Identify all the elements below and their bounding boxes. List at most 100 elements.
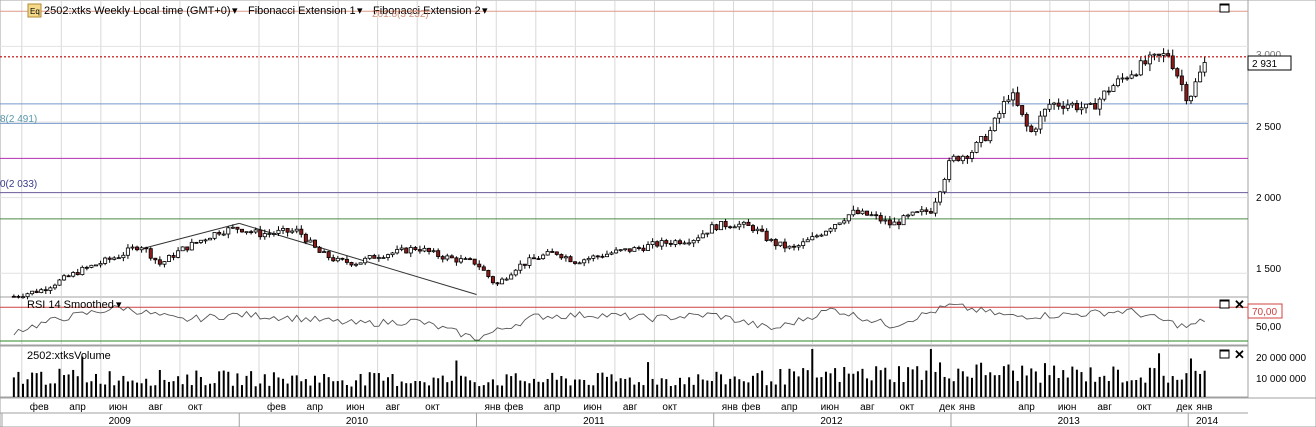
- volume-bar: [920, 379, 923, 397]
- candle-body: [230, 226, 235, 229]
- candle-body: [969, 151, 974, 159]
- x-month-label: апр: [781, 402, 798, 413]
- volume-bar: [332, 381, 335, 397]
- volume-bar: [583, 379, 586, 397]
- volume-bar: [304, 379, 307, 397]
- current-price-badge: [1247, 55, 1292, 71]
- price-panel-maximize-icon[interactable]: [1219, 3, 1230, 13]
- volume-bar: [765, 385, 768, 397]
- candles: [11, 48, 1207, 300]
- candle-body: [509, 274, 514, 280]
- candle-body: [1097, 98, 1102, 110]
- fib1-dropdown-icon[interactable]: ▾: [357, 5, 363, 17]
- candle-body: [276, 229, 281, 234]
- volume-bar: [181, 384, 184, 397]
- x-month-label: июн: [109, 402, 128, 413]
- volume-bar: [1153, 368, 1156, 397]
- candle-body: [956, 155, 961, 162]
- candle-body: [43, 289, 48, 292]
- volume-bar: [843, 367, 846, 397]
- candle-body: [983, 136, 988, 142]
- x-year-label: 2011: [583, 416, 605, 427]
- volume-bar: [377, 373, 380, 397]
- candle-body: [399, 247, 404, 250]
- volume-bar: [1034, 371, 1037, 397]
- volume-bar: [345, 384, 348, 397]
- volume-bar: [195, 370, 198, 397]
- volume-bar: [1176, 379, 1179, 397]
- candle-body: [1001, 101, 1006, 114]
- volume-bar: [405, 383, 408, 397]
- volume-bar: [710, 381, 713, 397]
- candle-body: [545, 251, 550, 256]
- candle-body: [810, 236, 815, 241]
- volume-bar: [779, 368, 782, 397]
- volume-bar: [177, 376, 180, 397]
- candle-body: [208, 237, 213, 241]
- candle-body: [1038, 115, 1043, 130]
- candle-body: [39, 289, 44, 294]
- candle-body: [1102, 90, 1107, 100]
- volume-close-icon[interactable]: ✕: [1234, 347, 1245, 362]
- volume-bar: [788, 368, 791, 397]
- candle-body: [659, 240, 664, 247]
- volume-bar: [318, 382, 321, 397]
- volume-bar: [291, 375, 294, 397]
- rsi-title[interactable]: RSI 14 Smoothed: [27, 299, 114, 311]
- candle-body: [322, 251, 327, 254]
- candle-body: [901, 215, 906, 226]
- candle-body: [436, 250, 441, 257]
- candle-body: [52, 284, 57, 289]
- candle-body: [1129, 74, 1134, 79]
- candle-body: [281, 228, 286, 231]
- candle-body: [837, 222, 842, 225]
- candle-body: [1047, 103, 1052, 110]
- fib2-dropdown-icon[interactable]: ▾: [482, 5, 488, 17]
- candle-body: [928, 211, 933, 214]
- volume-bar: [72, 369, 75, 397]
- x-year-label: 2010: [346, 416, 369, 427]
- fibonacci-extension-2-menu[interactable]: Fibonacci Extension 2: [373, 5, 481, 17]
- volume-bar: [669, 386, 672, 397]
- volume-maximize-icon[interactable]: [1219, 349, 1230, 359]
- volume-bar: [1148, 367, 1151, 397]
- candle-body: [764, 230, 769, 241]
- volume-bar: [806, 370, 809, 397]
- rsi-maximize-icon[interactable]: [1219, 299, 1230, 309]
- candle-body: [687, 242, 692, 245]
- candle-body: [942, 179, 947, 193]
- rsi-level-label: 70,00: [1252, 307, 1277, 318]
- candle-body: [244, 231, 249, 234]
- candle-body: [1188, 95, 1193, 102]
- candle-body: [262, 233, 267, 238]
- candle-body: [1175, 68, 1180, 77]
- rsi-dropdown-icon[interactable]: ▾: [116, 299, 122, 311]
- candle-body: [198, 239, 203, 243]
- candle-body: [568, 256, 573, 263]
- title-dropdown-icon[interactable]: ▾: [232, 5, 238, 17]
- candle-body: [312, 239, 317, 248]
- candle-body: [997, 113, 1002, 119]
- volume-bar: [683, 384, 686, 397]
- candle-body: [906, 214, 911, 217]
- chart-title[interactable]: 2502:xtks Weekly Local time (GMT+0): [44, 5, 231, 17]
- volume-bar: [1158, 353, 1161, 397]
- volume-bar: [122, 375, 125, 397]
- symbol-badge-icon: [27, 3, 42, 18]
- candle-body: [431, 250, 436, 253]
- rsi-close-icon[interactable]: ✕: [1234, 297, 1245, 312]
- candle-body: [48, 287, 53, 291]
- candle-body: [1152, 53, 1157, 56]
- candle-body: [463, 258, 468, 261]
- x-month-label: окт: [662, 402, 677, 413]
- candle-body: [349, 262, 354, 266]
- volume-bar: [1116, 369, 1119, 397]
- fibonacci-extension-1-menu[interactable]: Fibonacci Extension 1: [248, 5, 356, 17]
- volume-bar: [1180, 379, 1183, 397]
- volume-bar: [1016, 380, 1019, 397]
- candle-body: [472, 258, 477, 265]
- candle-body: [796, 245, 801, 248]
- candle-body: [883, 219, 888, 222]
- candle-body: [787, 245, 792, 249]
- volume-bar: [459, 375, 462, 397]
